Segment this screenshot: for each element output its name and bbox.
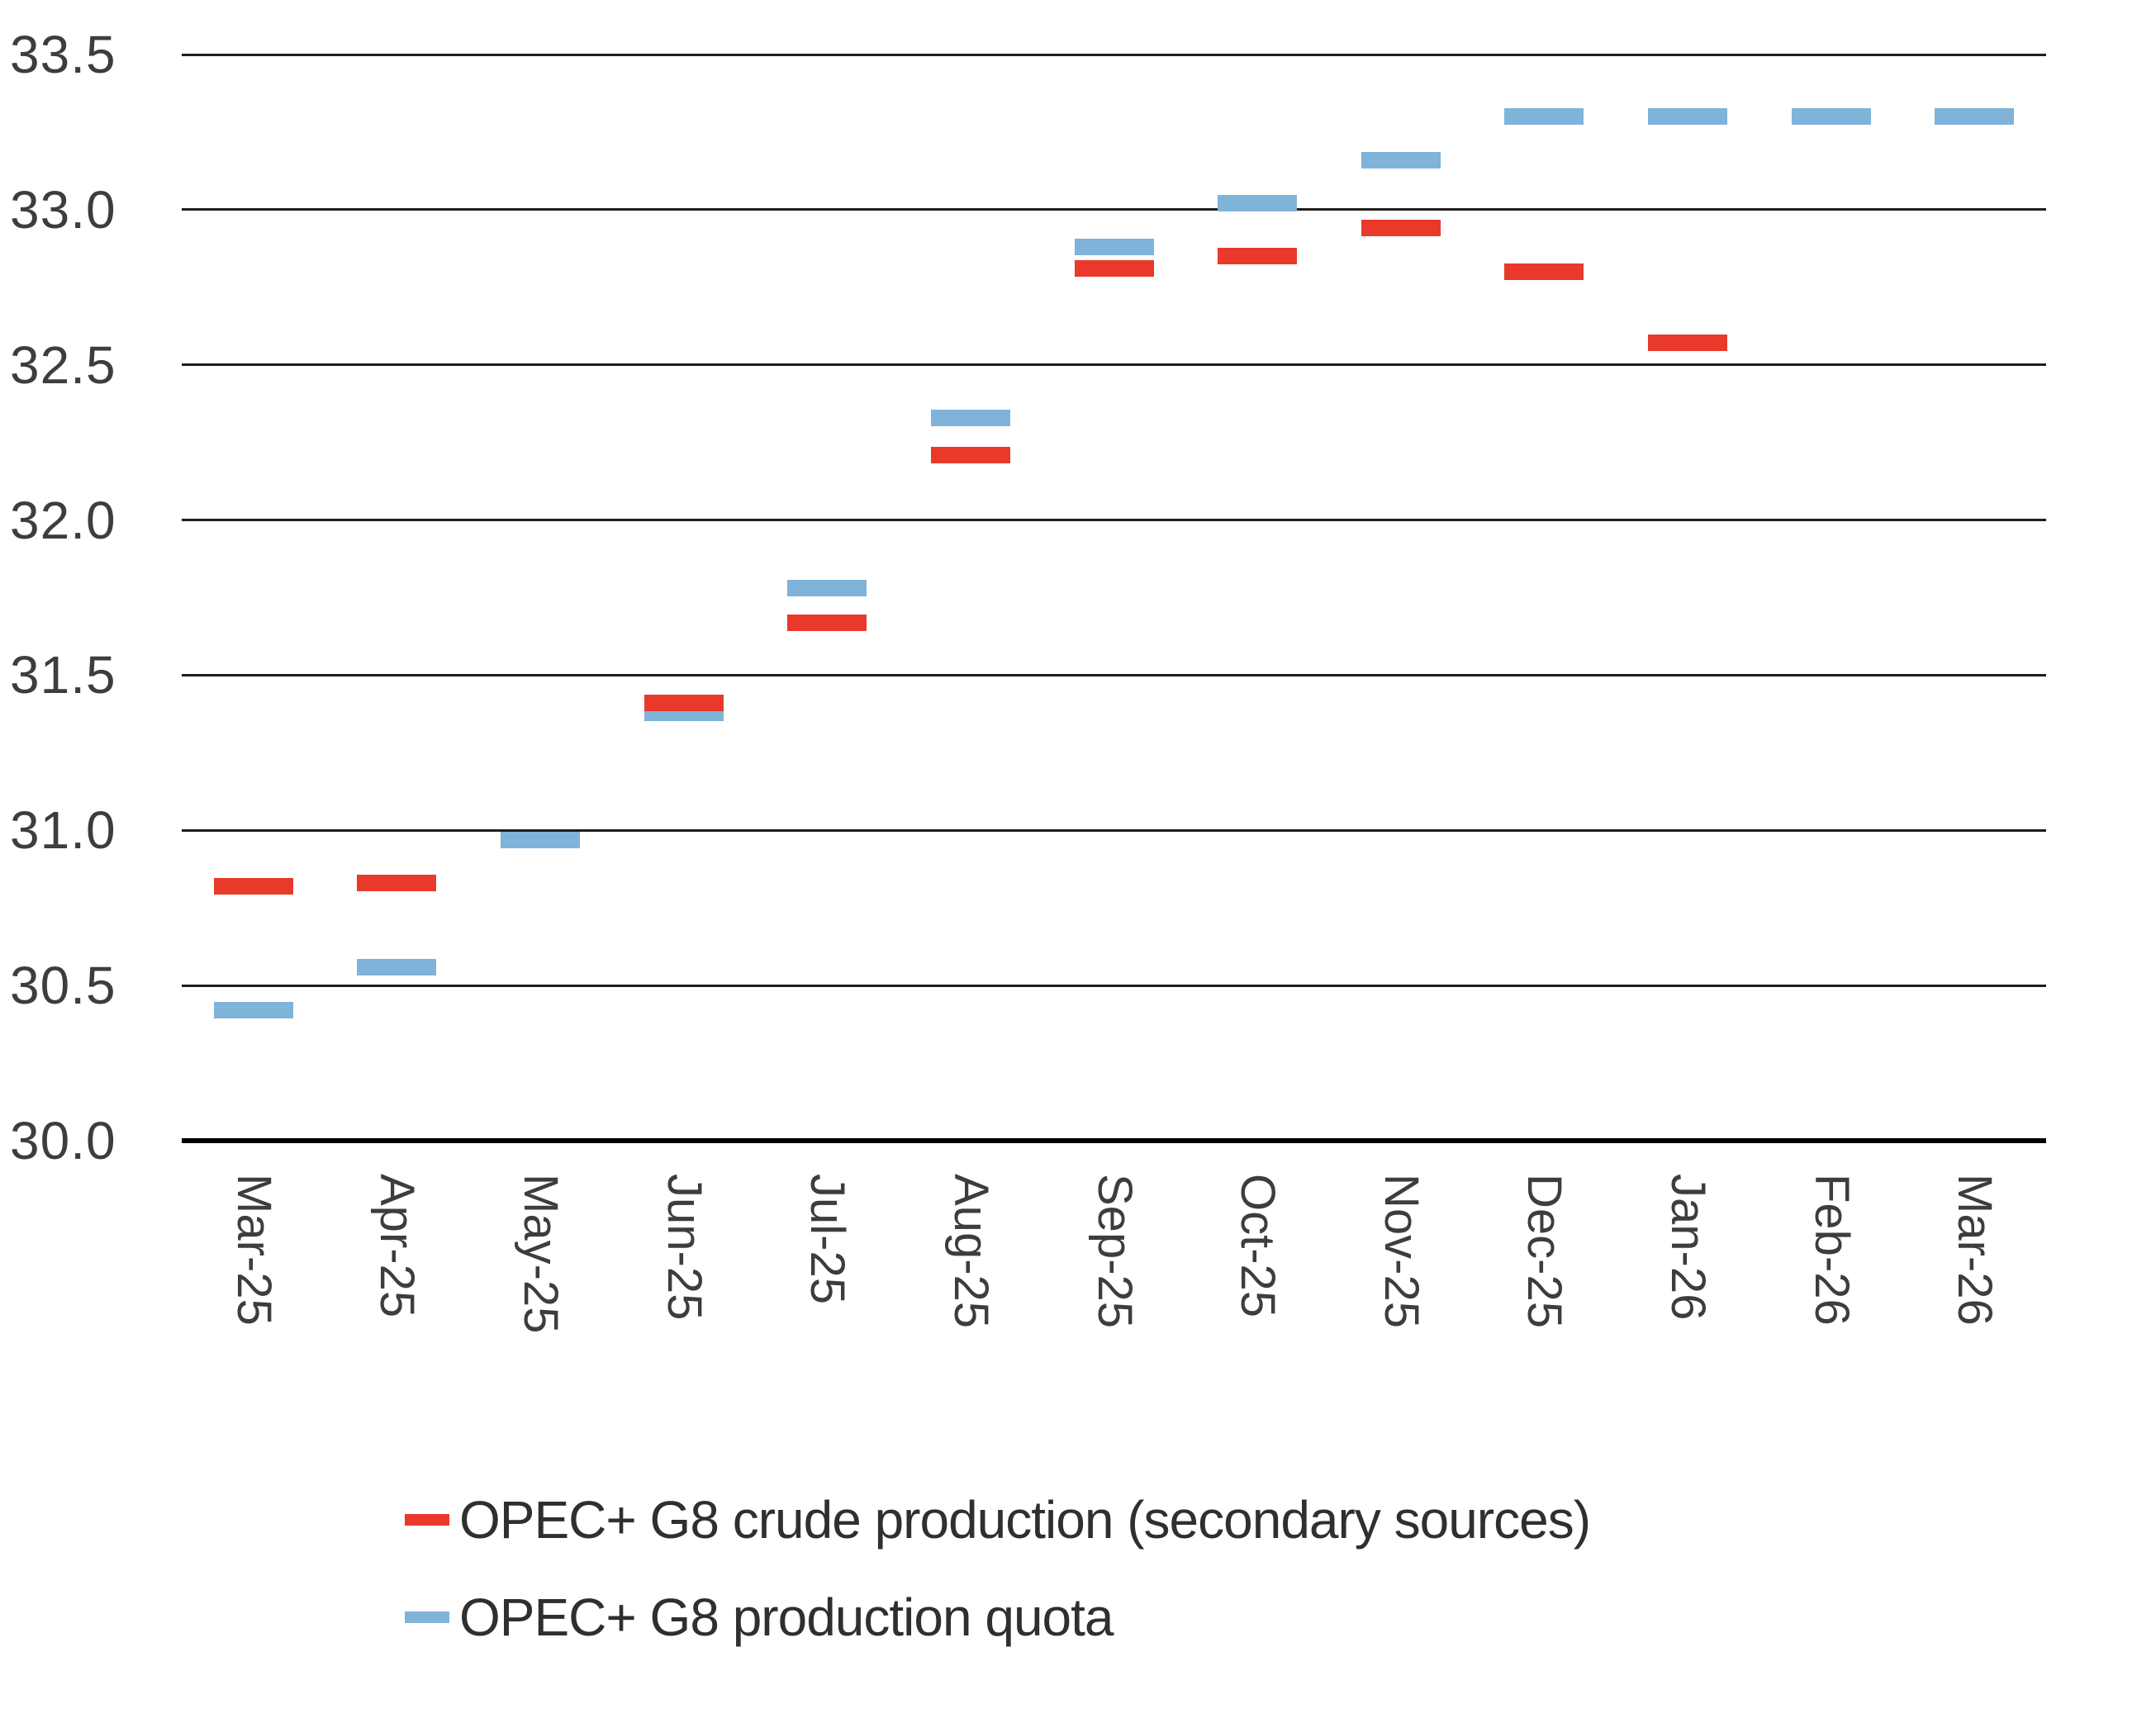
quota-dash (1504, 108, 1584, 126)
legend-row-quota: OPEC+ G8 production quota (405, 1588, 1114, 1647)
production-dash (1361, 220, 1441, 237)
h-gridline (182, 208, 2046, 211)
quota-dash (1218, 195, 1298, 212)
legend-label-production: OPEC+ G8 crude production (secondary sou… (459, 1490, 1591, 1550)
y-tick-label: 33.0 (10, 179, 116, 240)
quota-dash-icon (405, 1611, 449, 1623)
h-gridline (182, 673, 2046, 676)
production-dash (1504, 263, 1584, 280)
h-gridline (182, 828, 2046, 832)
production-dash (1647, 335, 1727, 352)
y-tick-label: 32.0 (10, 490, 116, 550)
quota-dash (1935, 108, 2015, 126)
quota-dash (930, 409, 1010, 426)
quota-dash (1361, 151, 1441, 169)
quota-dash (213, 1002, 293, 1019)
production-dash (643, 695, 724, 712)
production-dash (1218, 248, 1298, 265)
y-tick-label: 31.5 (10, 645, 116, 705)
y-tick-label: 30.5 (10, 956, 116, 1016)
quota-dash (501, 831, 581, 848)
legend-row-production: OPEC+ G8 crude production (secondary sou… (405, 1490, 1591, 1550)
h-gridline (182, 53, 2046, 56)
x-axis-line (182, 1138, 2046, 1143)
production-dash (1074, 260, 1154, 278)
y-tick-label: 31.0 (10, 800, 116, 861)
quota-dash (1791, 108, 1871, 126)
quota-dash (787, 580, 867, 597)
y-tick-label: 32.5 (10, 335, 116, 395)
quota-dash (1074, 238, 1154, 255)
production-dash (213, 877, 293, 895)
quota-dash (357, 958, 437, 975)
y-tick-label: 30.0 (10, 1111, 116, 1170)
h-gridline (182, 363, 2046, 367)
production-dash (357, 875, 437, 892)
production-dash (930, 446, 1010, 463)
production-dash-icon (405, 1514, 449, 1526)
quota-dash (1647, 108, 1727, 126)
legend-label-quota: OPEC+ G8 production quota (459, 1588, 1114, 1647)
production-dash (787, 614, 867, 631)
y-tick-label: 33.5 (10, 25, 116, 84)
h-gridline (182, 519, 2046, 522)
h-gridline (182, 984, 2046, 987)
x-tick-label: Mar-26 (1948, 1174, 2002, 1326)
